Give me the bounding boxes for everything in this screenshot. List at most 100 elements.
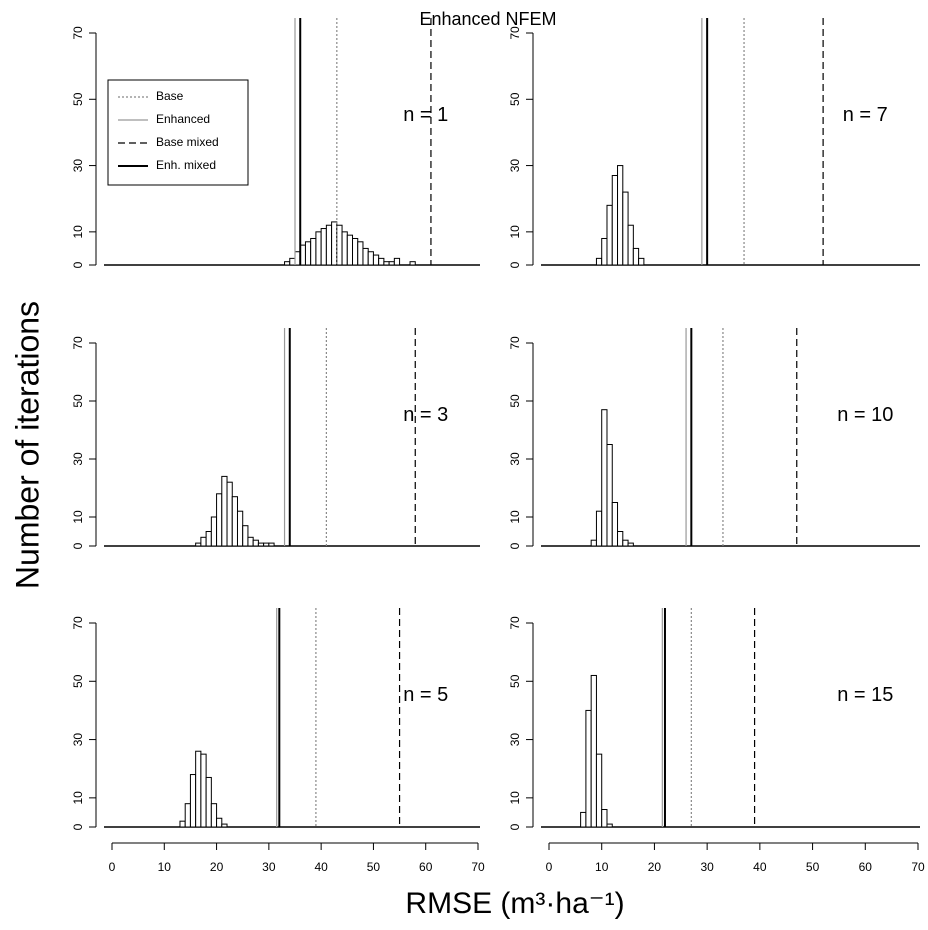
y-tick-label: 50 [71,394,85,408]
histogram-bar [341,231,348,266]
y-tick-label: 0 [71,542,85,549]
histogram-bar [357,241,364,266]
histogram-bar [595,257,603,266]
chart-title: Enhanced NFEM [419,9,556,29]
y-tick-label: 50 [71,674,85,688]
histogram-bar [409,261,416,266]
histogram-bar [320,228,327,266]
histogram-bar [216,817,223,828]
y-tick-label: 70 [508,26,522,40]
x-tick-label: 50 [367,860,381,874]
x-tick-label: 40 [753,860,767,874]
histogram-bar [200,753,207,828]
x-tick-label: 60 [419,860,433,874]
histogram-bar [601,809,608,828]
histogram-bar [236,510,244,547]
histogram-bar [257,542,265,547]
histogram-bar [372,254,380,266]
x-tick-label: 10 [158,860,172,874]
x-axis-label: RMSE (m³·ha⁻¹) [405,887,624,920]
histogram-bar [638,257,645,266]
x-tick-label: 50 [806,860,820,874]
y-tick-label: 10 [508,225,522,239]
y-tick-label: 0 [71,261,85,268]
x-tick-label: 10 [595,860,609,874]
histogram-bar [331,221,338,266]
y-tick-label: 70 [71,336,85,350]
histogram-bar [601,237,608,266]
histogram-bar [632,247,640,266]
y-tick-label: 10 [71,791,85,805]
histogram-bar [606,823,613,828]
x-tick-label: 70 [471,860,485,874]
y-tick-label: 30 [71,733,85,747]
histogram-bar [242,525,249,547]
histogram-bar [383,261,390,266]
y-tick-label: 70 [71,26,85,40]
histogram-bar [247,536,254,547]
histogram-bar [210,803,218,828]
histogram-bar [216,493,223,547]
histogram-bar [606,204,613,266]
histogram-bar [617,165,624,266]
histogram-bar [195,542,202,547]
y-axis-label: Number of iterations [9,301,45,589]
histogram-bar [378,257,385,266]
legend-label: Base mixed [156,135,219,149]
histogram-bar [590,539,597,547]
histogram-bar [617,531,624,547]
histogram-bar [336,224,343,266]
panel-label: n = 10 [837,404,893,426]
histogram-bar [304,241,312,266]
histogram-bar [606,444,613,547]
panel-label: n = 3 [403,404,448,426]
legend-label: Enhanced [156,112,210,126]
x-tick-label: 30 [700,860,714,874]
y-tick-label: 0 [508,261,522,268]
x-tick-label: 70 [911,860,925,874]
histogram-bar [226,481,233,547]
histogram-bar [362,247,369,266]
histogram-bar [195,750,202,828]
histogram-bar [590,674,597,828]
histogram-bar [580,811,587,828]
x-tick-label: 20 [648,860,662,874]
x-tick-label: 20 [210,860,224,874]
histogram-bar [231,496,238,547]
histogram-bar [627,542,634,547]
histogram-bar [325,224,333,266]
histogram-bar [585,709,592,828]
histogram-bar [310,237,317,266]
y-tick-label: 0 [71,823,85,830]
histogram-bar [268,542,275,547]
panel-label: n = 5 [403,684,448,706]
histogram-bar [210,516,218,547]
y-tick-label: 0 [508,542,522,549]
y-tick-label: 30 [71,452,85,466]
histogram-bar [611,502,619,547]
legend-label: Enh. mixed [156,158,216,172]
histogram-bar [200,536,207,547]
y-tick-label: 0 [508,823,522,830]
x-tick-label: 30 [262,860,276,874]
histogram-bar [595,753,603,828]
legend-label: Base [156,89,184,103]
histogram-bar [284,261,291,266]
y-tick-label: 50 [508,394,522,408]
panel-label: n = 15 [837,684,893,706]
y-tick-label: 70 [508,616,522,630]
histogram-bar [252,539,259,547]
y-tick-label: 10 [508,791,522,805]
y-tick-label: 50 [508,92,522,106]
histogram-bar [595,510,603,547]
histogram-bar [601,409,608,547]
histogram-bar [179,820,186,828]
y-tick-label: 70 [508,336,522,350]
histogram-bar [388,261,395,266]
histogram-bar [205,531,212,547]
histogram-bar [622,539,629,547]
histogram-bar [221,475,228,547]
y-tick-label: 30 [71,159,85,173]
y-tick-label: 10 [508,510,522,524]
